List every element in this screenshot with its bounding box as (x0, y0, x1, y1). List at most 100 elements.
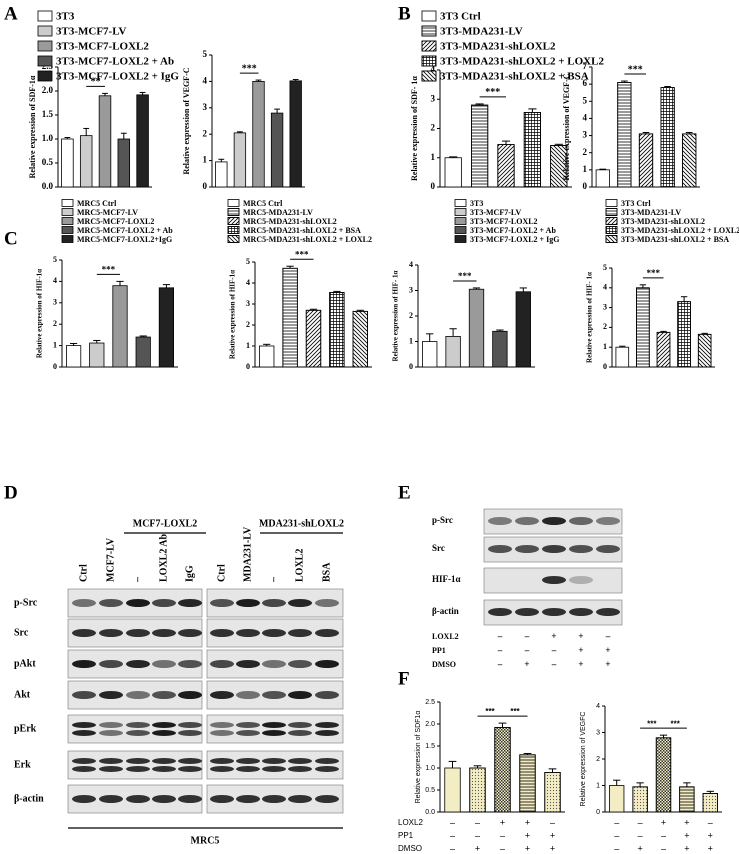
blot-band (210, 599, 234, 607)
condition-sign: – (638, 817, 643, 827)
condition-sign: + (708, 843, 713, 853)
y-tick-label: 3 (431, 93, 436, 103)
legend-label: 3T3 (56, 11, 75, 23)
y-tick-label: 1 (603, 342, 607, 351)
condition-sign: + (550, 830, 555, 840)
legend-swatch-hatch (605, 226, 618, 234)
lane-label: LOXL2 (294, 549, 305, 582)
y-tick-label: 0 (53, 362, 57, 371)
bar (252, 81, 265, 188)
lane-label: – (268, 576, 279, 583)
panel-labels: A B C D E F (4, 3, 411, 689)
bar (117, 138, 131, 188)
condition-sign: – (500, 830, 505, 840)
bar (615, 346, 630, 368)
blot-band (315, 660, 339, 668)
row-label: β-actin (14, 793, 44, 804)
blot-band (178, 758, 202, 764)
condition-sign: + (684, 830, 689, 840)
blot-band (178, 766, 202, 772)
row-label: pAkt (14, 658, 36, 669)
significance-label: *** (671, 719, 681, 728)
blot-band (72, 691, 96, 699)
condition-sign: – (661, 843, 666, 853)
y-tick-label: 5 (246, 257, 250, 266)
legend-label: 3T3-MCF7-LOXL2 + Ab (470, 226, 556, 235)
y-tick-label: 4 (583, 112, 588, 122)
lane-label: Ctrl (216, 564, 227, 582)
bar-hatch (523, 112, 541, 188)
condition-sign: + (637, 843, 642, 853)
bar-hatch (632, 786, 648, 813)
blot-band (99, 629, 123, 637)
y-tick-label: 0.0 (425, 809, 435, 816)
legend-label: 3T3-MDA231-shLOXL2 + BSA (440, 71, 589, 83)
y-tick-label: 0 (603, 362, 607, 371)
legend-label: 3T3-MCF7-LV (56, 26, 127, 38)
blot-band (236, 691, 260, 699)
y-tick-label: 3 (409, 285, 413, 294)
legend-swatch-hatch (421, 25, 437, 37)
legend-label: MRC5-MCF7-LOXL2 (77, 217, 154, 226)
blot-band (178, 691, 202, 699)
y-tick-label: 1 (53, 340, 57, 349)
legend-swatch (37, 25, 53, 37)
significance-label: *** (102, 264, 116, 274)
legend-swatch (61, 208, 74, 216)
significance-label: *** (510, 707, 520, 716)
blot-strip (206, 750, 344, 780)
blot-band (596, 545, 620, 553)
condition-label: DMSO (398, 844, 422, 853)
y-tick-label: 1 (431, 152, 436, 162)
y-tick-label: 2 (431, 123, 436, 133)
panel-label: F (398, 668, 410, 689)
blot-band (72, 660, 96, 668)
legend-swatch-hatch (227, 217, 240, 225)
y-tick-label: 4 (596, 703, 600, 710)
lane-label: MDA231-LV (242, 526, 253, 582)
blot-band (152, 660, 176, 668)
blot-band (488, 608, 512, 616)
legend-swatch (37, 55, 53, 67)
blot-band (72, 766, 96, 772)
condition-sign: – (550, 817, 555, 827)
blot-band (152, 629, 176, 637)
blot-band (210, 795, 234, 803)
blot-band (126, 722, 150, 728)
bar-chart: 0 1 2 3 4 Relative expression of HIF- 1α *** 3T… (392, 199, 560, 371)
blot-band (236, 599, 260, 607)
y-tick-label: 0 (596, 809, 600, 816)
significance-label: ** (91, 77, 101, 88)
blot-band (72, 795, 96, 803)
blot-band (262, 691, 286, 699)
blot-band (542, 545, 566, 553)
y-tick-label: 2 (603, 322, 607, 331)
y-tick-label: 5 (603, 263, 607, 272)
blot-panel-d: MCF7-LOXL2 MDA231-shLOXL2 Ctrl MCF7-LV – LOXL… (14, 518, 344, 846)
legend-swatch (61, 217, 74, 225)
y-axis-label: Relative expression of SDF- 1α (410, 76, 419, 181)
significance-label: *** (242, 63, 257, 74)
blot-band (262, 766, 286, 772)
blot-band (178, 795, 202, 803)
bar-chart: 0 1 2 3 4 5 Relative expression of HIF-1α *** MR… (36, 199, 178, 371)
bar-chart: 0 1 2 3 4 5 Relative expression of HIF- 1α *** 3… (586, 199, 739, 371)
blot-band (262, 730, 286, 736)
condition-sign: – (450, 830, 455, 840)
bar (135, 336, 151, 368)
bar-hatch (494, 727, 511, 813)
blot-band (262, 795, 286, 803)
blot-band (72, 722, 96, 728)
blot-band (515, 608, 539, 616)
panel-label: A (4, 3, 18, 24)
y-tick-label: 1 (596, 782, 600, 789)
condition-label: LOXL2 (398, 818, 423, 827)
legend-label: 3T3-MDA231-LV (621, 208, 681, 217)
blot-band (99, 599, 123, 607)
y-tick-label: 1 (409, 336, 413, 345)
blot-band (210, 691, 234, 699)
condition-sign: – (708, 817, 713, 827)
